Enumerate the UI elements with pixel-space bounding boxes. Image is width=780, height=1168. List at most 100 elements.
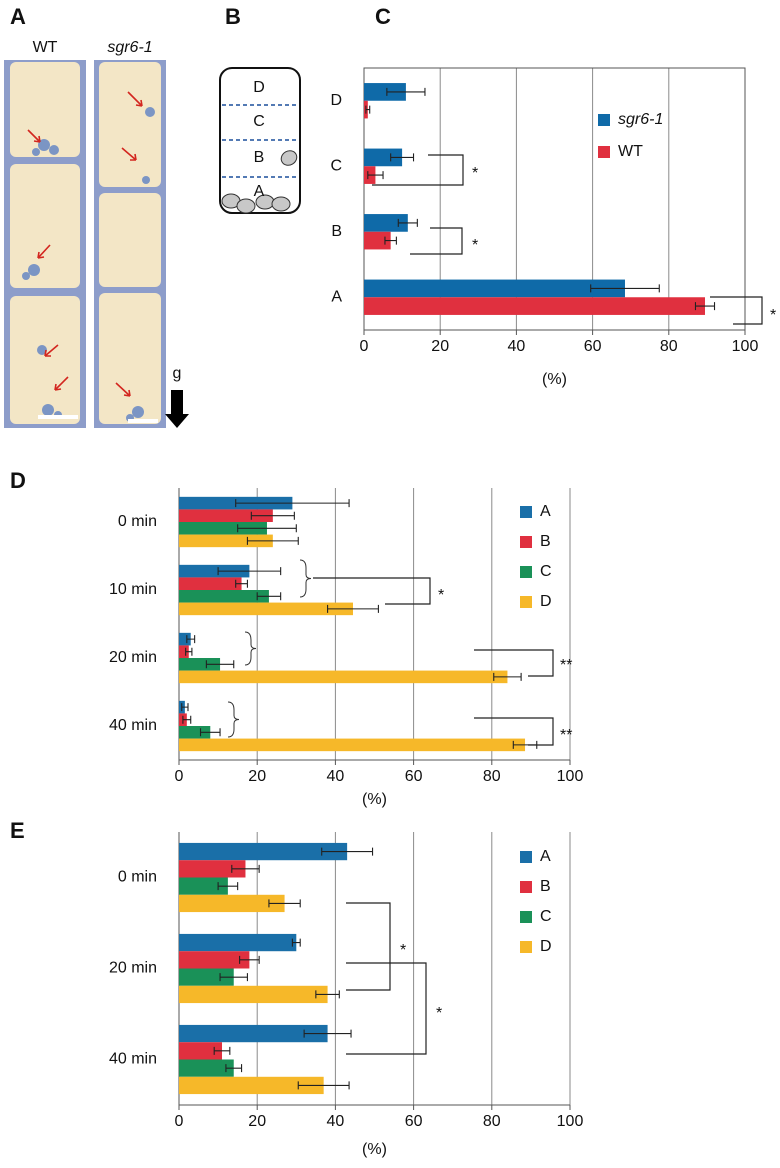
zone-label: B [254,149,265,166]
error-bar [694,302,716,311]
significance-label: * [472,165,478,182]
error-bar [250,511,295,520]
error-bar [291,938,301,947]
bar [179,1042,223,1060]
legend-swatch [520,536,532,548]
panel-label: E [10,818,25,843]
x-tick-label: 20 [248,768,266,785]
x-tick-label: 0 [175,1113,184,1130]
significance-label: ** [560,727,572,744]
legend-swatch [520,566,532,578]
bar [179,564,250,578]
x-tick-label: 60 [584,338,602,355]
legend-label: sgr6-1 [618,111,663,128]
photo-label: sgr6-1 [107,39,152,56]
micrograph-mutant [94,60,166,428]
legend-label: C [540,908,552,925]
gravity-arrow [165,390,189,428]
error-bar [493,672,522,681]
error-bar [205,660,235,669]
y-tick-label: 0 min [118,869,157,886]
error-bar [231,864,260,873]
legend-swatch [520,911,532,923]
micrograph-wt [4,60,86,428]
error-bar [217,882,239,891]
x-tick-label: 60 [405,768,423,785]
error-bar [213,1046,231,1055]
significance-label: * [436,1005,442,1022]
error-bar [182,715,192,724]
bar [179,726,211,739]
bar [179,670,508,684]
error-bar [237,524,297,533]
bar [179,522,267,535]
y-tick-label: 40 min [109,1051,157,1068]
bar [179,951,250,969]
error-bar [327,604,379,613]
bar [364,297,705,315]
error-bar [235,579,248,588]
x-tick-label: 0 [360,338,369,355]
bar [179,602,353,616]
y-tick-label: 20 min [109,960,157,977]
error-bar [315,990,340,999]
x-tick-label: 20 [431,338,449,355]
cell-diagram [219,67,301,214]
x-tick-label: 80 [483,1113,501,1130]
bar [179,632,191,646]
legend-label: D [540,593,552,610]
legend-swatch [520,596,532,608]
y-tick-label: 0 min [118,513,157,530]
x-tick-label: 100 [557,1113,584,1130]
legend-swatch [520,881,532,893]
error-bar [239,955,260,964]
legend-swatch [598,146,610,158]
bar [364,214,408,232]
error-bar [219,973,248,982]
bar [179,534,273,548]
significance-label: * [770,307,776,324]
legend-swatch [598,114,610,126]
legend-swatch [520,851,532,863]
bar [179,1024,328,1043]
panel-label: C [375,4,391,29]
significance-label: * [438,587,444,604]
y-tick-label: 10 min [109,581,157,598]
significance-bracket [372,154,464,186]
y-tick-label: A [331,288,342,305]
error-bar [225,1064,243,1073]
bar [179,842,348,861]
legend-label: C [540,563,552,580]
legend-label: B [540,533,551,550]
x-tick-label: 40 [508,338,526,355]
legend-label: A [540,503,551,520]
x-tick-label: 40 [327,1113,345,1130]
bar [179,1076,324,1095]
x-tick-label: 20 [248,1113,266,1130]
x-tick-label: 80 [483,768,501,785]
bar [179,738,526,752]
error-bar [181,703,189,712]
y-tick-label: 40 min [109,717,157,734]
error-bar [268,899,301,908]
error-bar [386,87,426,96]
zone-label: D [253,79,265,96]
bar [179,933,297,952]
significance-bracket [474,717,554,746]
legend-label: B [540,878,551,895]
zone-label: C [253,113,265,130]
bar [179,509,273,522]
panel-label: B [225,4,241,29]
bar [364,83,406,101]
x-tick-label: 40 [327,768,345,785]
legend-label: D [540,938,552,955]
panel-label: A [10,4,26,29]
y-tick-label: D [330,92,342,109]
bar [364,279,625,298]
legend-label: WT [618,143,643,160]
y-tick-label: C [330,157,342,174]
legend-swatch [520,506,532,518]
bar [179,985,328,1004]
error-bar [384,236,397,245]
